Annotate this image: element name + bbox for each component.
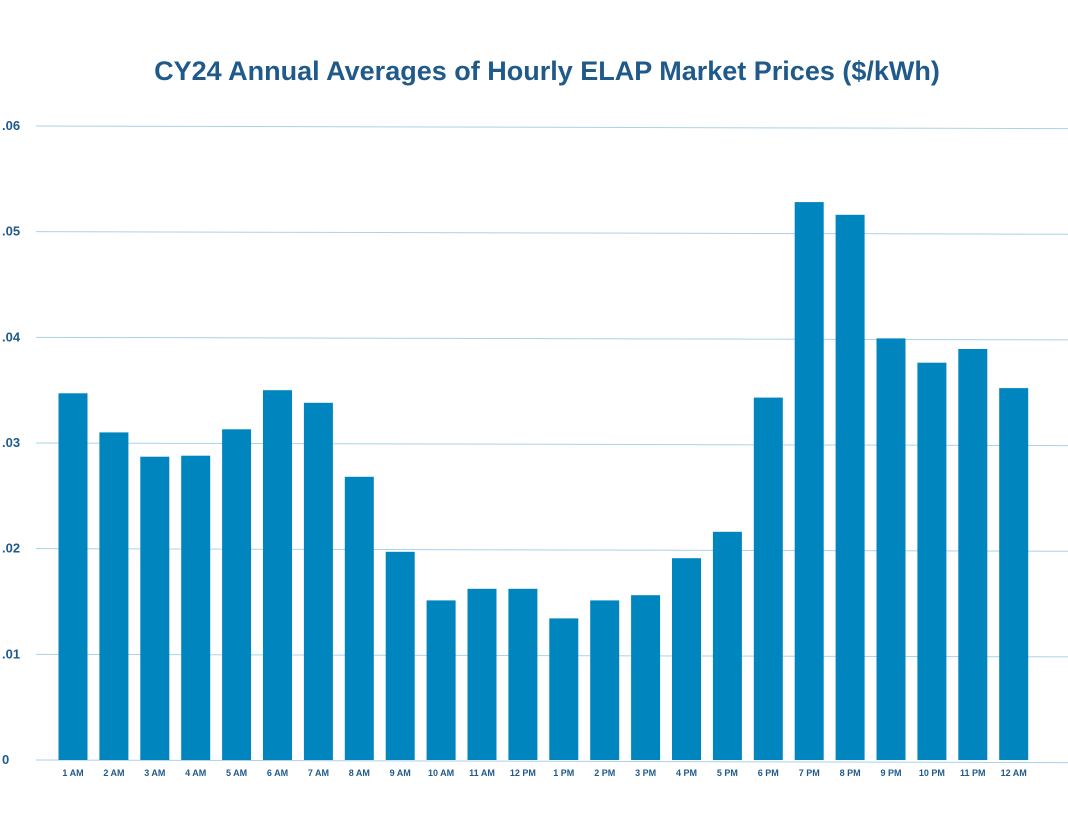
bar bbox=[917, 362, 947, 760]
x-tick-label: 7 PM bbox=[799, 768, 820, 778]
bar bbox=[876, 338, 906, 760]
y-tick-label: 0 bbox=[2, 752, 9, 767]
bar bbox=[58, 393, 88, 760]
gridline bbox=[35, 336, 1068, 341]
x-tick-label: 5 PM bbox=[717, 768, 738, 778]
bar bbox=[958, 349, 988, 760]
gridline bbox=[35, 231, 1068, 235]
x-tick-label: 10 PM bbox=[919, 768, 945, 778]
y-tick-label: .02 bbox=[2, 541, 20, 556]
x-tick-label: 10 AM bbox=[428, 768, 454, 778]
gridline bbox=[35, 442, 1068, 447]
bar bbox=[385, 551, 415, 760]
bar bbox=[263, 390, 292, 760]
x-tick-label: 6 AM bbox=[267, 768, 288, 778]
x-tick-label: 11 AM bbox=[469, 768, 495, 778]
bar bbox=[672, 558, 701, 760]
y-axis-ticks: 0 .01 .02 .03 .04 .05 .06 bbox=[2, 118, 21, 767]
y-tick-label: .04 bbox=[2, 329, 21, 344]
x-tick-label: 9 PM bbox=[880, 768, 901, 778]
bar bbox=[426, 600, 456, 760]
bar bbox=[222, 429, 252, 760]
x-tick-label: 6 PM bbox=[758, 768, 779, 778]
y-tick-label: .03 bbox=[2, 435, 20, 450]
y-tick-label: .05 bbox=[2, 224, 20, 239]
x-tick-label: 4 AM bbox=[185, 768, 206, 778]
bar bbox=[303, 402, 333, 760]
x-tick-label: 3 PM bbox=[635, 768, 656, 778]
x-tick-label: 2 AM bbox=[103, 768, 124, 778]
y-tick-label: .01 bbox=[2, 646, 20, 661]
x-tick-label: 2 PM bbox=[594, 768, 615, 778]
x-tick-label: 7 AM bbox=[308, 768, 329, 778]
x-tick-label: 4 PM bbox=[676, 768, 697, 778]
x-tick-label: 11 PM bbox=[960, 768, 986, 778]
bar bbox=[999, 388, 1029, 760]
x-tick-label: 1 PM bbox=[553, 768, 574, 778]
bar bbox=[549, 618, 579, 760]
chart-title: CY24 Annual Averages of Hourly ELAP Mark… bbox=[154, 56, 940, 86]
bar bbox=[344, 476, 374, 760]
x-tick-label: 12 AM bbox=[1001, 768, 1027, 778]
x-tick-label: 1 AM bbox=[62, 768, 83, 778]
bar bbox=[712, 531, 742, 760]
x-tick-label: 8 AM bbox=[349, 768, 370, 778]
bar bbox=[590, 600, 620, 760]
bar bbox=[140, 456, 170, 760]
bar bbox=[508, 588, 538, 760]
bar bbox=[794, 202, 824, 761]
x-axis-ticks: 1 AM 2 AM 3 AM 4 AM 5 AM 6 AM 7 AM 8 AM 9 AM 10 A… bbox=[62, 768, 1026, 778]
y-tick-label: .06 bbox=[2, 118, 20, 133]
x-tick-label: 9 AM bbox=[390, 768, 411, 778]
bar bbox=[631, 595, 661, 760]
bar bbox=[467, 588, 497, 760]
x-tick-label: 3 AM bbox=[144, 768, 165, 778]
x-tick-label: 12 PM bbox=[510, 768, 536, 778]
bar bbox=[753, 397, 783, 760]
bars bbox=[58, 202, 1029, 761]
bar bbox=[835, 214, 865, 761]
bar bbox=[181, 455, 211, 760]
gridline bbox=[35, 759, 1068, 764]
bar bbox=[99, 432, 129, 760]
x-tick-label: 8 PM bbox=[840, 768, 861, 778]
gridline bbox=[35, 125, 1068, 130]
x-tick-label: 5 AM bbox=[226, 768, 247, 778]
